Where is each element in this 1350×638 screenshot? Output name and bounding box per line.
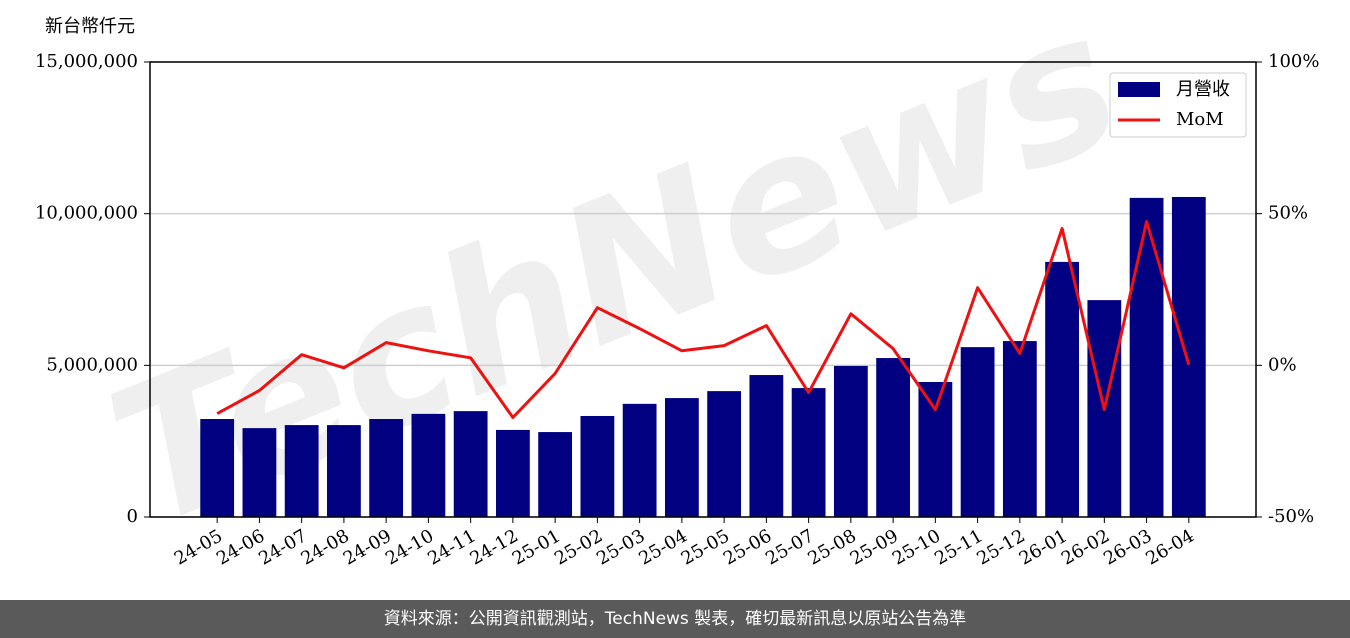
- legend-swatch: [1118, 82, 1160, 97]
- y2-tick-label: 0%: [1268, 354, 1297, 375]
- bar: [1129, 197, 1164, 518]
- bar: [495, 429, 530, 517]
- footer: 資料來源：公開資訊觀測站，TechNews 製表，確切最新訊息以原站公告為準: [0, 600, 1350, 638]
- bar: [327, 425, 361, 517]
- legend-label: MoM: [1176, 109, 1224, 130]
- bar: [876, 358, 911, 517]
- y2-tick-label: -50%: [1268, 506, 1314, 527]
- bar: [960, 347, 995, 517]
- bar: [411, 413, 446, 517]
- bar: [749, 375, 784, 517]
- bar: [622, 403, 657, 517]
- bar: [1002, 341, 1037, 517]
- y-axis-label: 新台幣仟元: [45, 16, 135, 37]
- bar: [538, 432, 573, 517]
- bar: [580, 415, 615, 517]
- x-tick-label: 26-04: [1142, 525, 1197, 569]
- bar: [707, 391, 742, 517]
- y-tick-label: 10,000,000: [35, 203, 138, 224]
- bar: [664, 398, 699, 517]
- y2-tick-label: 100%: [1268, 51, 1319, 72]
- bar: [200, 419, 235, 517]
- bar: [791, 388, 826, 517]
- y-tick-label: 15,000,000: [35, 51, 138, 72]
- chart: 新台幣仟元 TechNews05,000,00010,000,00015,000…: [35, 0, 1320, 570]
- y-tick-label: 5,000,000: [46, 354, 138, 375]
- bar: [918, 382, 953, 517]
- plot-frame: [149, 61, 1257, 518]
- bar: [833, 365, 868, 517]
- bar: [1171, 196, 1206, 517]
- line: [216, 220, 1191, 419]
- bar: [284, 425, 319, 517]
- bar: [453, 411, 488, 517]
- bar: [242, 428, 277, 517]
- legend-label: 月營收: [1176, 79, 1230, 100]
- bar: [369, 419, 404, 517]
- bar: [1045, 261, 1079, 517]
- y2-tick-label: 50%: [1268, 203, 1308, 224]
- y-tick-label: 0: [127, 506, 138, 527]
